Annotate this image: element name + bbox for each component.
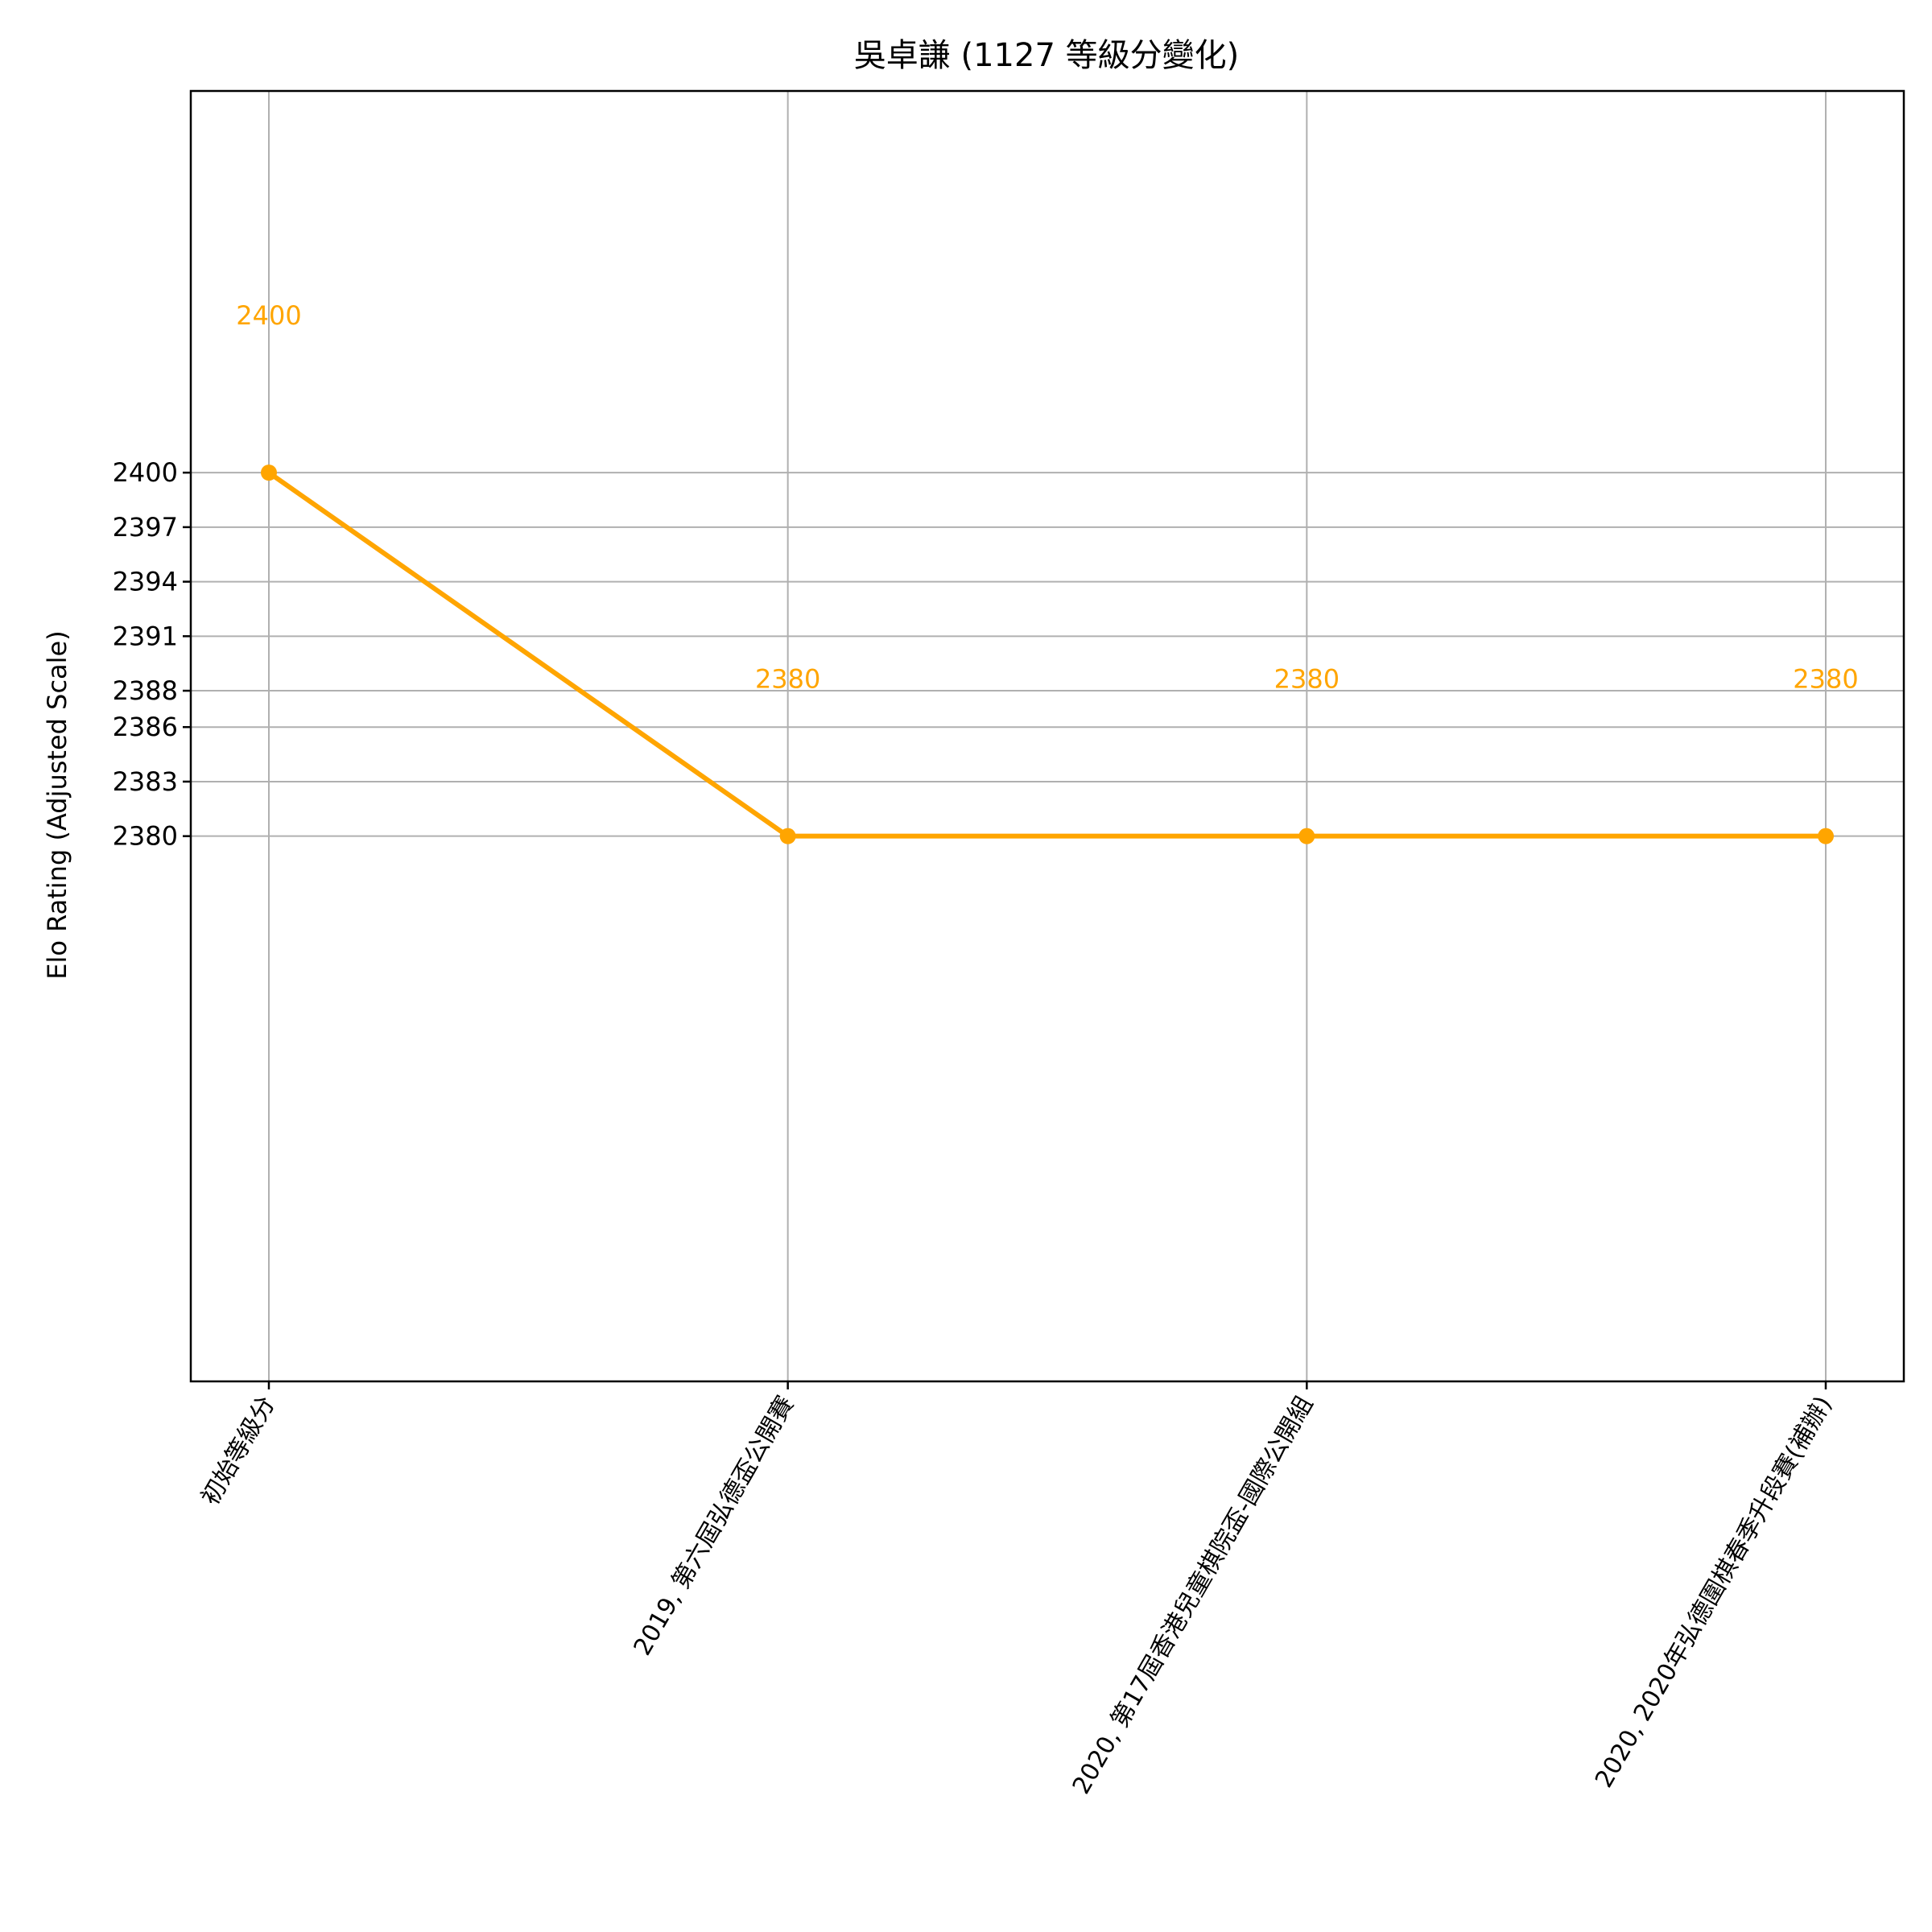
data-point — [1298, 828, 1315, 844]
y-tick-label: 2380 — [113, 821, 178, 852]
y-axis-label: Elo Rating (Adjusted Scale) — [42, 630, 72, 979]
data-point — [1818, 828, 1834, 844]
y-tick-label: 2383 — [113, 766, 178, 797]
data-point — [779, 828, 796, 844]
label-layer: 2400 2380 2380 2380 — [236, 300, 1858, 695]
data-point — [261, 464, 277, 481]
axis-layer: 2380 2383 2386 2388 2391 2394 2397 2400 初始等級分 201… — [113, 89, 1905, 1799]
x-tick-label: 2020, 2020年弘德圍棋春季升段賽(補辦) — [1590, 1392, 1838, 1793]
y-tick-label: 2388 — [113, 675, 178, 706]
x-tick-label: 2020, 第17屆香港兒童棋院盃-國際公開組 — [1067, 1392, 1319, 1799]
data-label: 2380 — [1793, 664, 1858, 695]
x-tick-label: 初始等級分 — [196, 1392, 281, 1510]
y-tick-label: 2394 — [113, 567, 178, 597]
data-label: 2400 — [236, 300, 301, 331]
chart-title: 吳卓謙 (1127 等級分變化) — [854, 37, 1239, 74]
data-label: 2380 — [755, 664, 820, 695]
x-tick-label: 2019, 第六屆弘德盃公開賽 — [629, 1392, 800, 1661]
data-label: 2380 — [1274, 664, 1340, 695]
y-tick-label: 2386 — [113, 712, 178, 742]
series-layer — [261, 464, 1834, 844]
y-tick-label: 2391 — [113, 621, 178, 651]
y-tick-label: 2400 — [113, 457, 178, 488]
series-line — [266, 470, 1828, 839]
y-tick-label: 2397 — [113, 512, 178, 543]
grid-layer — [191, 91, 1904, 1381]
plot-frame — [189, 89, 1905, 1383]
